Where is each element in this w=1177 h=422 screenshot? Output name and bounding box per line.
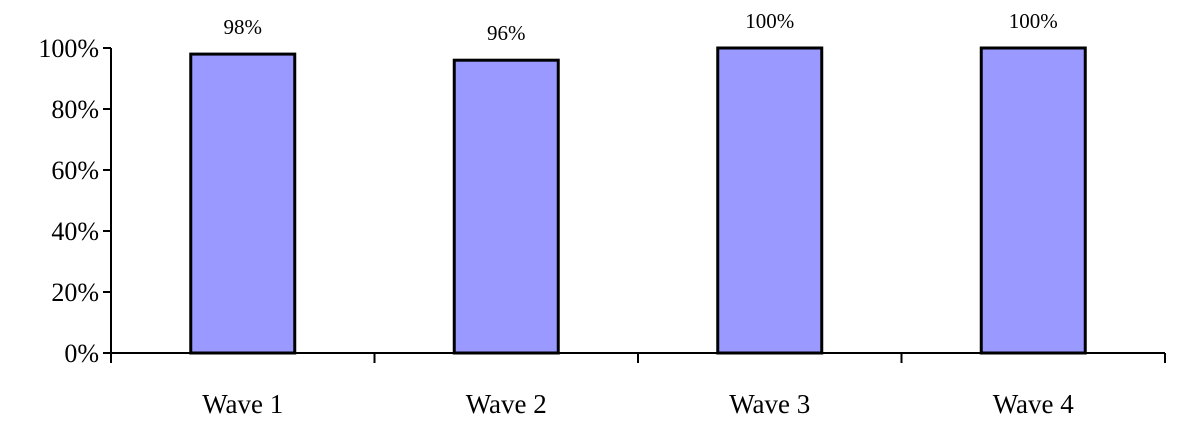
y-tick-label: 100%	[38, 34, 99, 63]
category-labels: Wave 1 Wave 2 Wave 3 Wave 4	[202, 389, 1074, 419]
data-label-4: 100%	[1009, 9, 1058, 33]
y-tick-label: 0%	[64, 339, 99, 368]
data-label-2: 96%	[487, 21, 526, 45]
bar-1	[189, 52, 297, 355]
category-label-2: Wave 2	[466, 389, 547, 419]
category-label-1: Wave 1	[202, 389, 283, 419]
y-tick-label: 80%	[51, 95, 99, 124]
bar-2	[452, 58, 560, 355]
category-label-3: Wave 3	[729, 389, 810, 419]
data-label-1: 98%	[224, 15, 263, 39]
y-tick-label: 40%	[51, 217, 99, 246]
data-label-3: 100%	[745, 9, 794, 33]
y-tick-label: 60%	[51, 156, 99, 185]
bar-3	[716, 46, 824, 355]
y-axis: 0% 20% 40% 60% 80% 100%	[38, 34, 112, 368]
bars	[189, 46, 1087, 355]
data-labels: 98% 96% 100% 100%	[224, 9, 1058, 45]
bar-4	[979, 46, 1087, 355]
category-label-4: Wave 4	[993, 389, 1075, 419]
y-tick-label: 20%	[51, 278, 99, 307]
